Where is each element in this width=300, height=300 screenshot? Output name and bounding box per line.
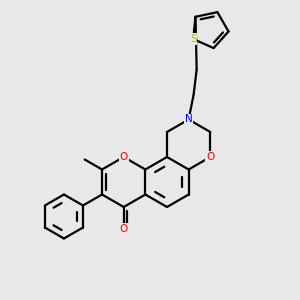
Text: O: O (120, 152, 128, 162)
Text: O: O (206, 152, 214, 162)
Text: O: O (120, 224, 128, 234)
Text: S: S (190, 34, 196, 44)
Text: N: N (185, 115, 193, 124)
